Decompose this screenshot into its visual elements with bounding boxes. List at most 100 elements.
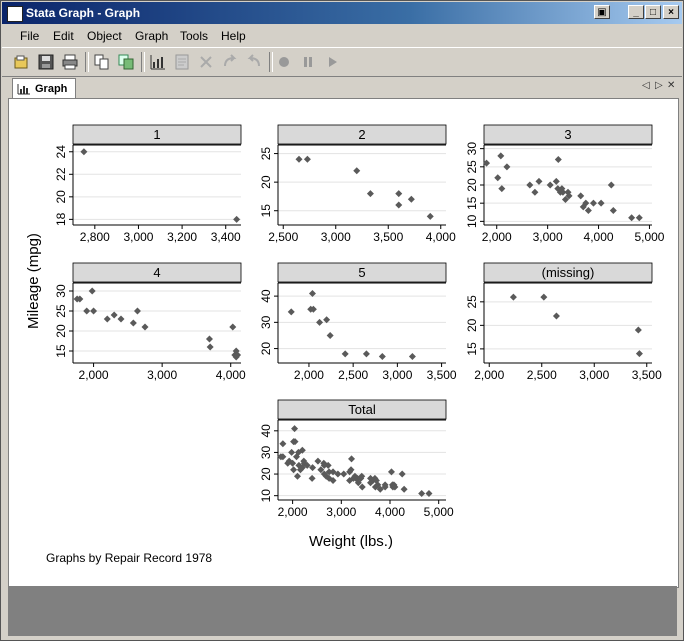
data-point xyxy=(309,305,317,313)
redo-icon[interactable] xyxy=(244,52,264,72)
data-point xyxy=(565,192,573,200)
panel-title: 1 xyxy=(153,127,160,142)
record-icon[interactable] xyxy=(274,52,294,72)
tab-graph[interactable]: Graph xyxy=(12,78,76,99)
data-point xyxy=(334,470,342,478)
menu-object[interactable]: Object xyxy=(87,29,122,43)
data-point xyxy=(579,203,587,211)
data-point xyxy=(340,470,348,478)
x-tick-label: 2,000 xyxy=(79,368,109,382)
data-point xyxy=(497,152,505,160)
y-tick-label: 40 xyxy=(259,289,273,303)
x-tick-label: 4,000 xyxy=(426,230,456,244)
menu-edit[interactable]: Edit xyxy=(53,29,74,43)
panel-header xyxy=(483,262,653,283)
x-tick-label: 2,500 xyxy=(338,368,368,382)
y-tick-label: 25 xyxy=(465,160,479,174)
rotate-icon[interactable] xyxy=(220,52,240,72)
data-point xyxy=(289,459,297,467)
data-point xyxy=(589,199,597,207)
save-icon[interactable] xyxy=(36,52,56,72)
data-point xyxy=(494,174,502,182)
y-tick-label: 20 xyxy=(259,467,273,481)
x-tick-label: 4,000 xyxy=(584,230,614,244)
data-point xyxy=(407,195,415,203)
graph-editor-icon[interactable] xyxy=(148,52,168,72)
title-bar: Stata Graph - Graph ▣ _ □ × xyxy=(2,2,682,24)
data-point xyxy=(76,295,84,303)
y-tick-label: 10 xyxy=(465,214,479,228)
maximize-button[interactable]: □ xyxy=(645,5,661,19)
data-point xyxy=(540,293,548,301)
menu-help[interactable]: Help xyxy=(221,29,246,43)
graph-note: Graphs by Repair Record 1978 xyxy=(46,551,213,565)
y-tick-label: 18 xyxy=(54,212,68,226)
tab-prev-icon[interactable]: ◁ xyxy=(642,80,650,91)
data-point xyxy=(426,212,434,220)
app-icon xyxy=(7,6,23,22)
panel-header xyxy=(483,124,653,145)
data-point xyxy=(378,352,386,360)
restore-icon[interactable]: ▣ xyxy=(594,5,610,19)
pause-icon[interactable] xyxy=(298,52,318,72)
pointer-icon[interactable] xyxy=(196,52,216,72)
data-point xyxy=(317,466,325,474)
data-point xyxy=(554,156,562,164)
x-tick-label: 3,500 xyxy=(373,230,403,244)
close-button[interactable]: × xyxy=(663,5,679,19)
data-point xyxy=(206,343,214,351)
data-point xyxy=(303,461,311,469)
data-point xyxy=(303,155,311,163)
menu-tools[interactable]: Tools xyxy=(180,29,209,43)
x-tick-label: 3,200 xyxy=(167,230,197,244)
data-point xyxy=(376,485,384,493)
data-point xyxy=(526,181,534,189)
play-icon[interactable] xyxy=(322,52,342,72)
data-point xyxy=(535,177,543,185)
data-point xyxy=(628,214,636,222)
data-point xyxy=(607,181,615,189)
data-point xyxy=(348,455,356,463)
menu-graph[interactable]: Graph xyxy=(135,29,169,43)
x-tick-label: 3,000 xyxy=(147,368,177,382)
data-point xyxy=(290,466,298,474)
tab-close-icon[interactable]: ✕ xyxy=(667,80,676,91)
x-axis-title: Weight (lbs.) xyxy=(309,533,393,550)
data-point xyxy=(293,472,301,480)
data-point xyxy=(233,215,241,223)
properties-icon[interactable] xyxy=(172,52,192,72)
data-point xyxy=(398,470,406,478)
minimize-button[interactable]: _ xyxy=(628,5,644,19)
data-point xyxy=(366,190,374,198)
print-icon[interactable] xyxy=(60,52,80,72)
data-point xyxy=(609,206,617,214)
menu-bar: File Edit Object Graph Tools Help xyxy=(2,25,682,45)
tab-next-icon[interactable]: ▷ xyxy=(655,80,663,91)
y-tick-label: 20 xyxy=(465,318,479,332)
data-point xyxy=(381,483,389,491)
copy-all-icon[interactable] xyxy=(116,52,136,72)
data-point xyxy=(314,457,322,465)
menu-file[interactable]: File xyxy=(20,29,40,43)
copy-icon[interactable] xyxy=(92,52,112,72)
y-tick-label: 20 xyxy=(465,178,479,192)
y-tick-label: 10 xyxy=(259,489,273,503)
data-point xyxy=(635,350,643,358)
graph-svg: 1 18 20 22 24 2,800 3,000 3,200 3,400 2 15 20 25 2,50… xyxy=(25,124,665,550)
open-icon[interactable] xyxy=(12,52,32,72)
panel-title: 5 xyxy=(358,265,365,280)
data-point xyxy=(498,185,506,193)
data-point xyxy=(329,477,337,485)
toolbar xyxy=(2,47,682,77)
data-point xyxy=(320,461,328,469)
x-tick-label: 3,500 xyxy=(427,368,457,382)
data-point xyxy=(353,167,361,175)
panel-4: 4 15 20 25 30 2,000 3,000 4,000 xyxy=(54,262,246,382)
x-tick-label: 3,000 xyxy=(579,368,609,382)
panel-header xyxy=(277,399,447,420)
y-tick-label: 15 xyxy=(465,196,479,210)
data-point xyxy=(205,335,213,343)
panel-7: Total 10 20 30 40 2,000 3,000 4,000 5,000 xyxy=(259,399,454,519)
y-tick-label: 22 xyxy=(54,167,68,181)
panel-2: 2 15 20 25 2,500 3,000 3,500 4,000 xyxy=(259,124,456,244)
